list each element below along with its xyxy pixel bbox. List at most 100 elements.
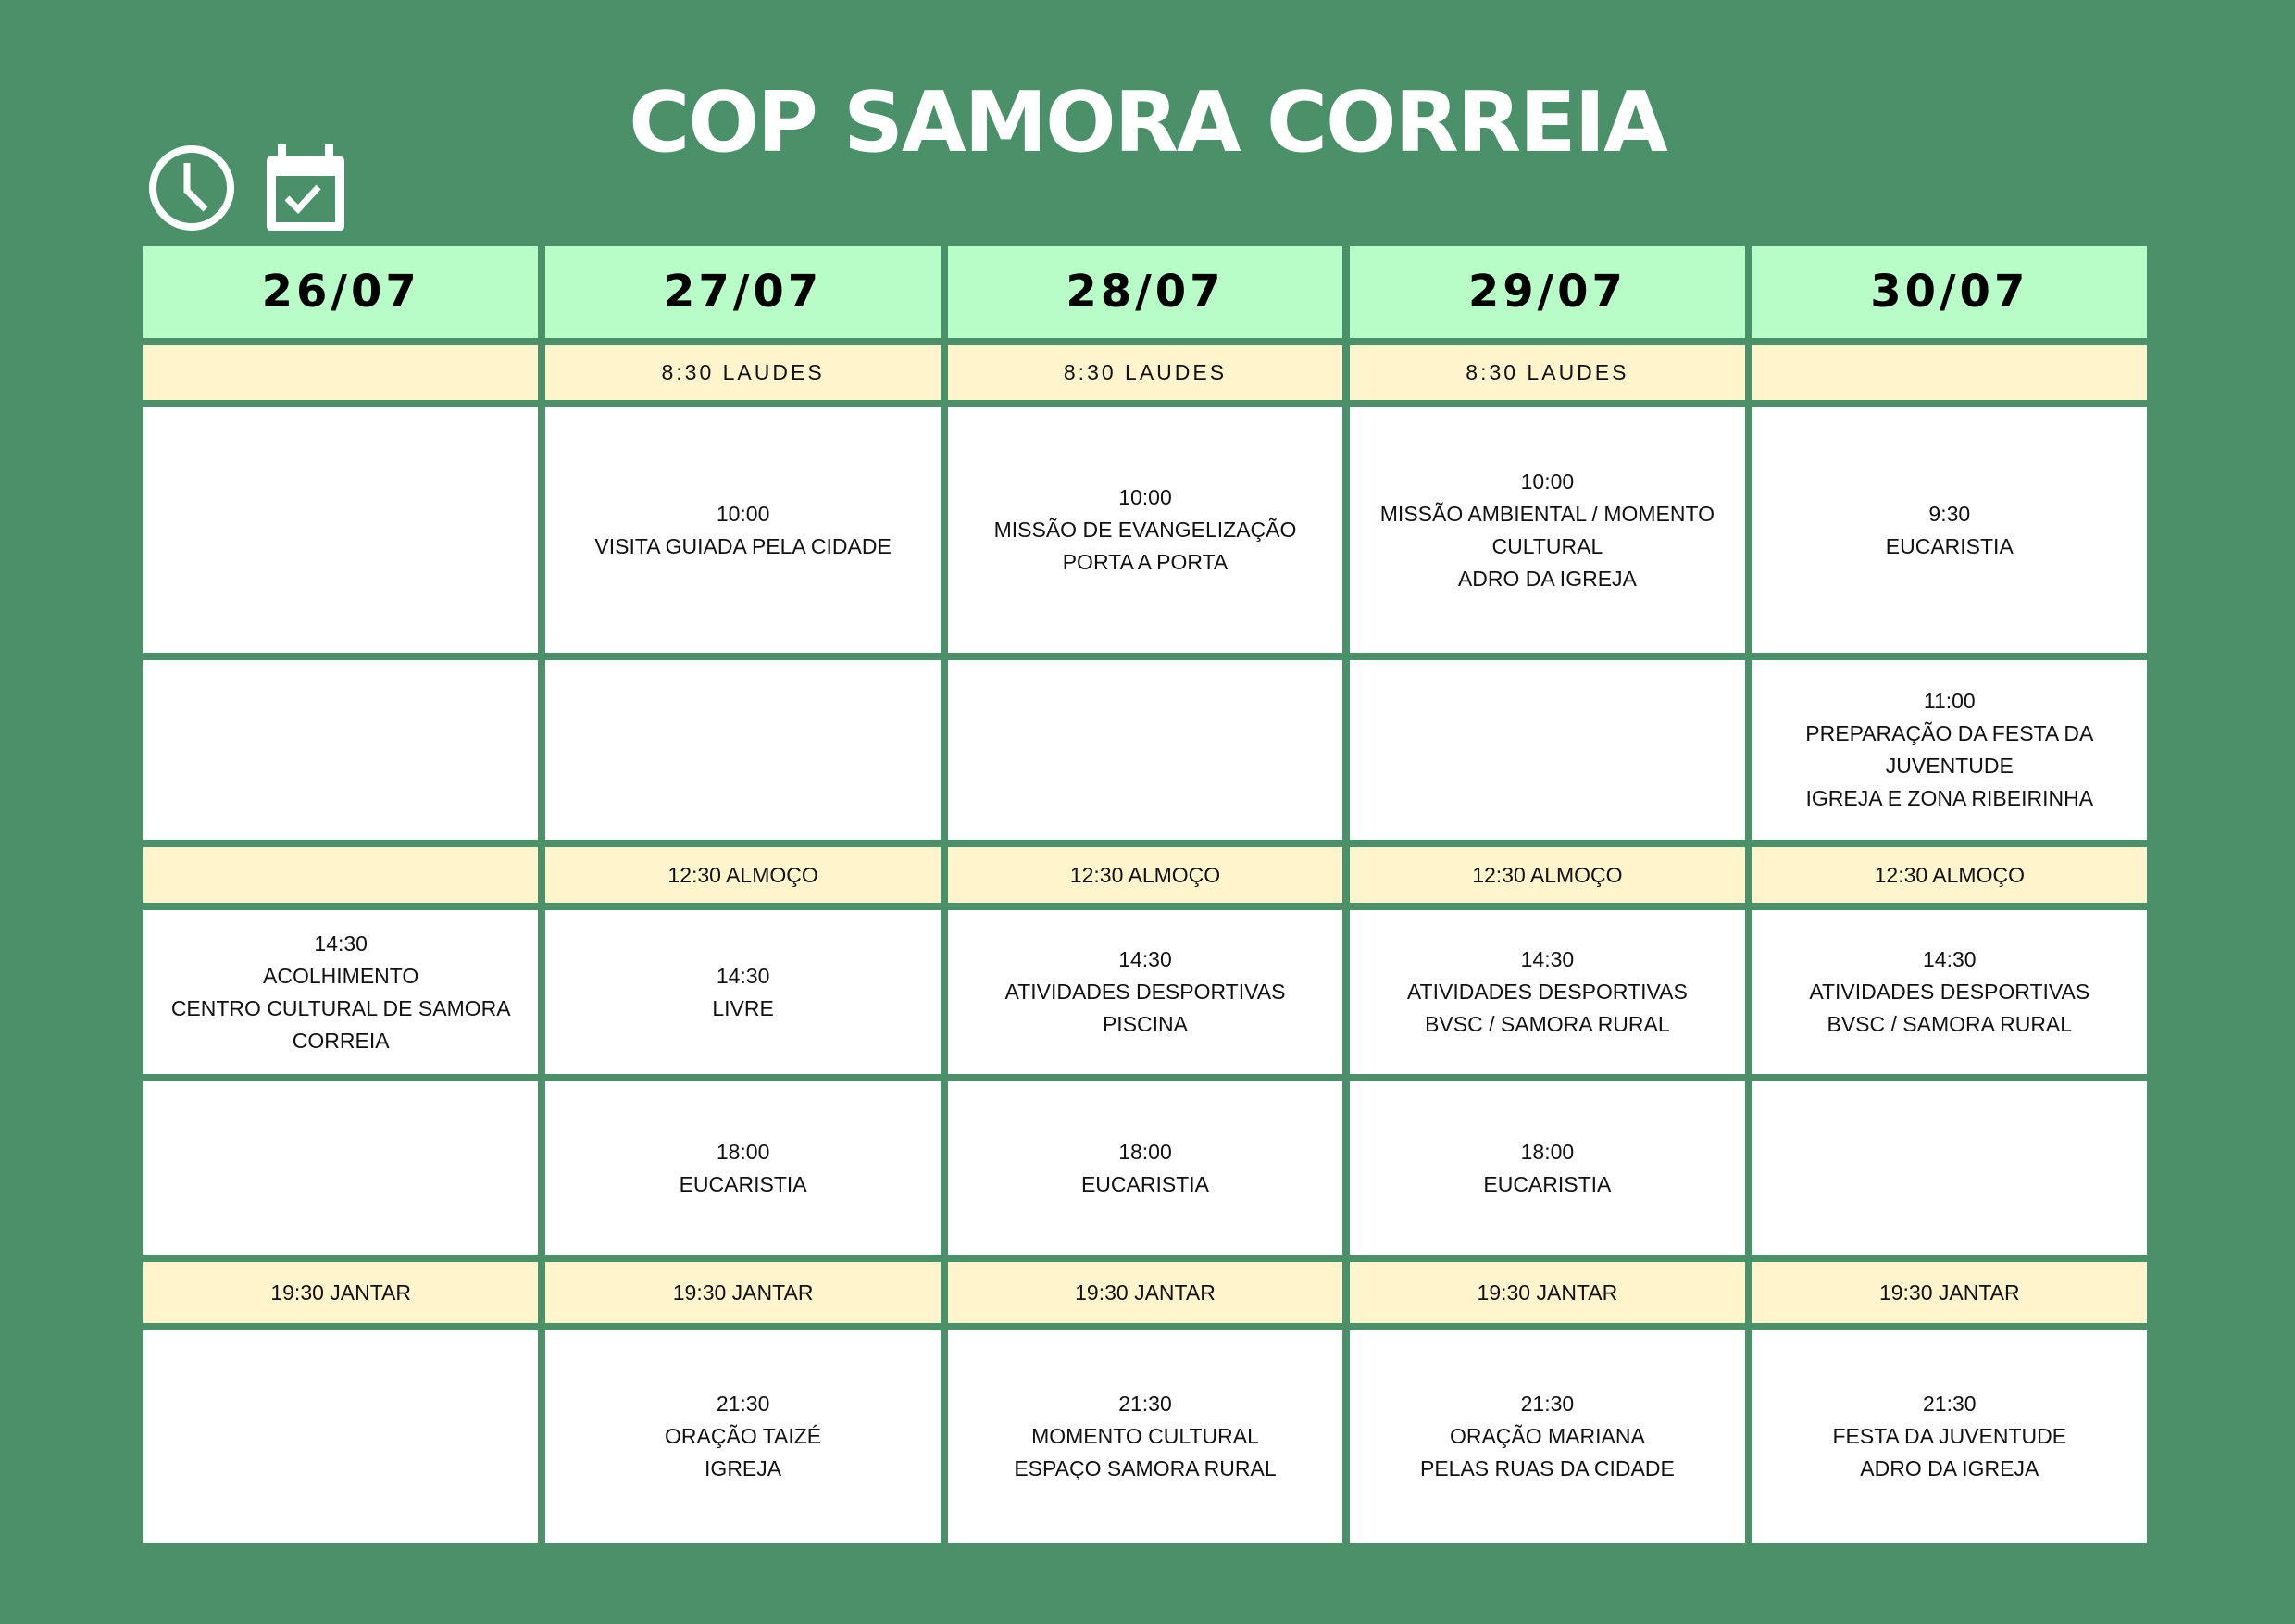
event-time: 12:30 ALMOÇO — [1472, 862, 1623, 887]
event-text: CORREIA — [292, 1028, 390, 1053]
event-text: BVSC / SAMORA RURAL — [1827, 1012, 2073, 1036]
event-cell — [1350, 660, 1745, 840]
event-text: ACOLHIMENTO — [263, 963, 419, 988]
event-cell — [1752, 1081, 2147, 1255]
event-text: VISITA GUIADA PELA CIDADE — [594, 533, 892, 558]
meal-cell — [143, 847, 539, 903]
event-time: 10:00 — [716, 501, 770, 526]
event-text: EUCARISTIA — [1080, 1171, 1209, 1196]
event-text: EUCARISTIA — [679, 1171, 807, 1196]
event-text: MOMENTO CULTURAL — [1031, 1424, 1259, 1448]
event-time: 14:30 — [314, 931, 368, 956]
calendar-check-icon — [267, 144, 344, 231]
event-text: ORAÇÃO MARIANA — [1449, 1424, 1645, 1448]
event-text: CULTURAL — [1491, 533, 1603, 558]
clock-icon — [149, 145, 234, 231]
event-time: 8:30 LAUDES — [661, 360, 825, 384]
event-time: 10:00 — [1118, 485, 1172, 509]
meal-cell: 8:30 LAUDES — [545, 345, 941, 400]
event-text: PISCINA — [1102, 1012, 1188, 1036]
event-text: ADRO DA IGREJA — [1860, 1456, 2039, 1480]
event-cell — [143, 660, 539, 840]
day-header: 30/07 — [1752, 246, 2147, 338]
meal-cell: 12:30 ALMOÇO — [545, 847, 941, 903]
event-text: CENTRO CULTURAL DE SAMORA — [170, 995, 511, 1020]
meal-cell: 12:30 ALMOÇO — [947, 847, 1343, 903]
event-text: ATIVIDADES DESPORTIVAS — [1406, 980, 1688, 1004]
event-time: 18:00 — [1520, 1139, 1575, 1164]
event-time: 19:30 JANTAR — [1477, 1280, 1618, 1305]
event-text: MISSÃO DE EVANGELIZAÇÃO — [993, 518, 1297, 542]
meal-cell: 19:30 JANTAR — [947, 1262, 1343, 1323]
event-cell: 21:30 ORAÇÃO MARIANA PELAS RUAS DA CIDADE — [1350, 1330, 1745, 1543]
event-time: 14:30 — [1118, 947, 1172, 971]
event-text: PELAS RUAS DA CIDADE — [1419, 1456, 1675, 1480]
event-time: 19:30 JANTAR — [1075, 1280, 1216, 1305]
event-text: LIVRE — [712, 995, 774, 1020]
event-time: 8:30 LAUDES — [1063, 360, 1228, 384]
event-time: 21:30 — [1520, 1392, 1575, 1416]
event-time: 21:30 — [716, 1392, 770, 1416]
event-text: ESPAÇO SAMORA RURAL — [1014, 1456, 1277, 1480]
event-cell: 18:00 EUCARISTIA — [947, 1081, 1343, 1255]
event-time: 9:30 — [1928, 501, 1971, 526]
event-text: ORAÇÃO TAIZÉ — [665, 1424, 822, 1448]
event-text: ATIVIDADES DESPORTIVAS — [1809, 980, 2090, 1004]
event-time: 14:30 — [716, 963, 770, 988]
event-time: 14:30 — [1923, 947, 1977, 971]
event-text: ATIVIDADES DESPORTIVAS — [1004, 980, 1286, 1004]
event-cell — [545, 660, 941, 840]
event-time: 21:30 — [1118, 1392, 1172, 1416]
event-text: BVSC / SAMORA RURAL — [1425, 1012, 1670, 1036]
event-cell: 9:30 EUCARISTIA — [1752, 407, 2147, 653]
event-cell: 14:30 ATIVIDADES DESPORTIVAS PISCINA — [947, 910, 1343, 1074]
event-text: EUCARISTIA — [1885, 533, 2014, 558]
meal-cell — [1752, 345, 2147, 400]
event-text: FESTA DA JUVENTUDE — [1832, 1424, 2067, 1448]
event-cell — [947, 660, 1343, 840]
event-time: 10:00 — [1520, 468, 1575, 493]
event-cell: 14:30 LIVRE — [545, 910, 941, 1074]
event-time: 11:00 — [1923, 689, 1976, 713]
day-header: 27/07 — [545, 246, 941, 338]
event-time: 19:30 JANTAR — [672, 1280, 814, 1305]
event-cell — [143, 1330, 539, 1543]
meal-cell: 19:30 JANTAR — [1752, 1262, 2147, 1323]
event-cell: 14:30 ATIVIDADES DESPORTIVAS BVSC / SAMORA… — [1752, 910, 2147, 1074]
day-header: 28/07 — [947, 246, 1343, 338]
event-cell — [143, 1081, 539, 1255]
event-time: 18:00 — [716, 1139, 770, 1164]
meal-cell: 19:30 JANTAR — [1350, 1262, 1745, 1323]
event-text: PORTA A PORTA — [1062, 550, 1229, 574]
meal-cell: 12:30 ALMOÇO — [1350, 847, 1745, 903]
event-time: 14:30 — [1520, 947, 1575, 971]
event-time: 12:30 ALMOÇO — [1069, 862, 1221, 887]
event-text: IGREJA E ZONA RIBEIRINHA — [1805, 786, 2094, 810]
event-text: EUCARISTIA — [1483, 1171, 1612, 1196]
event-cell: 14:30 ATIVIDADES DESPORTIVAS BVSC / SAMORA… — [1350, 910, 1745, 1074]
meal-cell — [143, 345, 539, 400]
meal-cell: 19:30 JANTAR — [545, 1262, 941, 1323]
event-time: 19:30 JANTAR — [1878, 1280, 2020, 1305]
event-cell — [143, 407, 539, 653]
event-time: 12:30 ALMOÇO — [1874, 862, 2025, 887]
page-title: COP SAMORA CORREIA — [629, 74, 1667, 171]
event-text: PREPARAÇÃO DA FESTA DA — [1805, 721, 2094, 745]
event-text: IGREJA — [705, 1456, 782, 1480]
event-cell: 11:00 PREPARAÇÃO DA FESTA DA JUVENTUDE IGRE… — [1752, 660, 2147, 840]
event-text: MISSÃO AMBIENTAL / MOMENTO — [1379, 501, 1715, 526]
schedule-table: 26/07 27/07 28/07 29/07 30/07 8:30 LAUDES 8:30… — [143, 246, 2147, 1543]
meal-cell: 8:30 LAUDES — [947, 345, 1343, 400]
day-header: 26/07 — [143, 246, 539, 338]
event-time: 12:30 ALMOÇO — [667, 862, 818, 887]
meal-cell: 12:30 ALMOÇO — [1752, 847, 2147, 903]
event-time: 19:30 JANTAR — [270, 1280, 412, 1305]
event-text: ADRO DA IGREJA — [1457, 566, 1637, 591]
event-cell: 18:00 EUCARISTIA — [1350, 1081, 1745, 1255]
event-time: 18:00 — [1118, 1139, 1172, 1164]
event-cell: 10:00 VISITA GUIADA PELA CIDADE — [545, 407, 941, 653]
event-text: JUVENTUDE — [1885, 754, 2014, 778]
event-cell: 10:00 MISSÃO AMBIENTAL / MOMENTO CULTURAL A… — [1350, 407, 1745, 653]
event-cell: 21:30 FESTA DA JUVENTUDE ADRO DA IGREJA — [1752, 1330, 2147, 1543]
event-cell: 18:00 EUCARISTIA — [545, 1081, 941, 1255]
